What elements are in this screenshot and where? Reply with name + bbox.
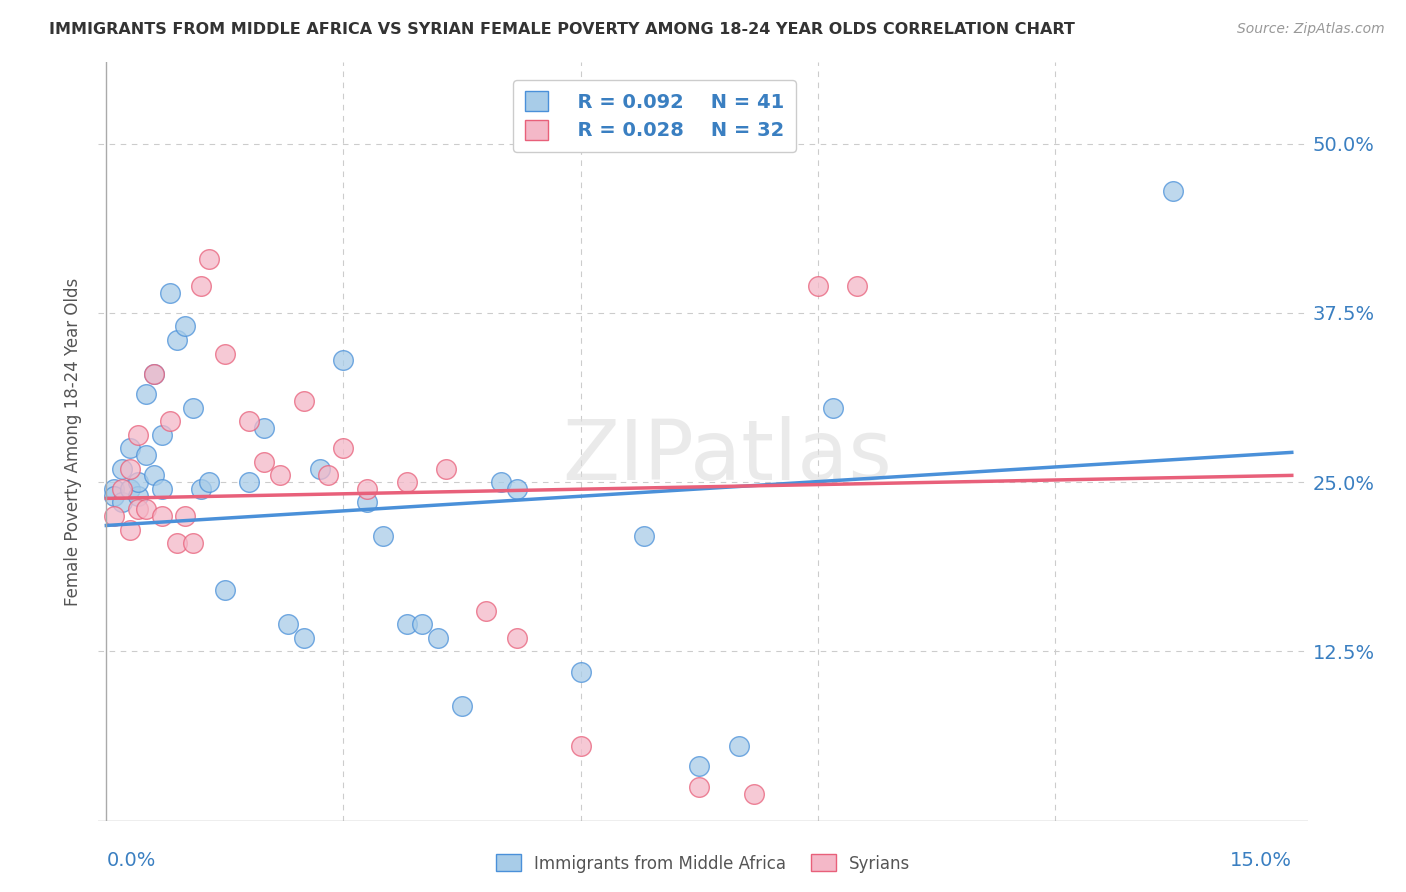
Point xyxy=(238,475,260,490)
Point xyxy=(277,617,299,632)
Point xyxy=(688,780,710,794)
Point xyxy=(127,427,149,442)
Point xyxy=(198,252,221,266)
Point xyxy=(371,529,394,543)
Legend:   R = 0.092    N = 41,   R = 0.028    N = 32: R = 0.092 N = 41, R = 0.028 N = 32 xyxy=(513,79,796,152)
Point xyxy=(111,482,134,496)
Point xyxy=(238,414,260,428)
Point xyxy=(633,529,655,543)
Point xyxy=(214,346,236,360)
Text: ZIPatlas: ZIPatlas xyxy=(562,417,893,497)
Point xyxy=(135,448,157,462)
Point xyxy=(118,461,141,475)
Point xyxy=(118,482,141,496)
Point xyxy=(356,495,378,509)
Point xyxy=(174,508,197,523)
Point xyxy=(253,455,276,469)
Point xyxy=(118,442,141,456)
Legend: Immigrants from Middle Africa, Syrians: Immigrants from Middle Africa, Syrians xyxy=(489,847,917,880)
Point xyxy=(214,583,236,598)
Text: 15.0%: 15.0% xyxy=(1230,851,1292,870)
Point xyxy=(190,278,212,293)
Point xyxy=(744,787,766,801)
Point xyxy=(166,333,188,347)
Point xyxy=(150,508,173,523)
Point xyxy=(166,536,188,550)
Point xyxy=(150,427,173,442)
Point xyxy=(474,604,496,618)
Point xyxy=(127,502,149,516)
Point xyxy=(332,442,354,456)
Point xyxy=(111,461,134,475)
Point xyxy=(269,468,291,483)
Point xyxy=(190,482,212,496)
Point xyxy=(506,631,529,645)
Point xyxy=(292,393,315,408)
Point xyxy=(727,739,749,754)
Point xyxy=(198,475,221,490)
Point xyxy=(135,387,157,401)
Point xyxy=(103,508,125,523)
Point xyxy=(174,319,197,334)
Point xyxy=(688,759,710,773)
Point xyxy=(142,468,165,483)
Point xyxy=(150,482,173,496)
Point xyxy=(569,665,592,679)
Point xyxy=(135,502,157,516)
Point xyxy=(846,278,869,293)
Point xyxy=(292,631,315,645)
Point xyxy=(308,461,330,475)
Y-axis label: Female Poverty Among 18-24 Year Olds: Female Poverty Among 18-24 Year Olds xyxy=(65,277,83,606)
Point xyxy=(807,278,830,293)
Point xyxy=(181,401,204,415)
Point xyxy=(823,401,845,415)
Point xyxy=(491,475,513,490)
Text: IMMIGRANTS FROM MIDDLE AFRICA VS SYRIAN FEMALE POVERTY AMONG 18-24 YEAR OLDS COR: IMMIGRANTS FROM MIDDLE AFRICA VS SYRIAN … xyxy=(49,22,1076,37)
Point xyxy=(142,367,165,381)
Point xyxy=(253,421,276,435)
Point xyxy=(332,353,354,368)
Point xyxy=(316,468,339,483)
Point xyxy=(181,536,204,550)
Point xyxy=(159,285,181,300)
Point xyxy=(103,482,125,496)
Point xyxy=(111,495,134,509)
Point xyxy=(411,617,433,632)
Point xyxy=(434,461,457,475)
Point xyxy=(451,698,474,713)
Point xyxy=(395,617,418,632)
Point xyxy=(159,414,181,428)
Point xyxy=(506,482,529,496)
Point xyxy=(356,482,378,496)
Point xyxy=(427,631,450,645)
Point xyxy=(1161,184,1184,198)
Point xyxy=(127,475,149,490)
Text: Source: ZipAtlas.com: Source: ZipAtlas.com xyxy=(1237,22,1385,37)
Text: 0.0%: 0.0% xyxy=(107,851,156,870)
Point xyxy=(142,367,165,381)
Point xyxy=(103,489,125,503)
Point xyxy=(127,489,149,503)
Point xyxy=(118,523,141,537)
Point xyxy=(395,475,418,490)
Point xyxy=(569,739,592,754)
